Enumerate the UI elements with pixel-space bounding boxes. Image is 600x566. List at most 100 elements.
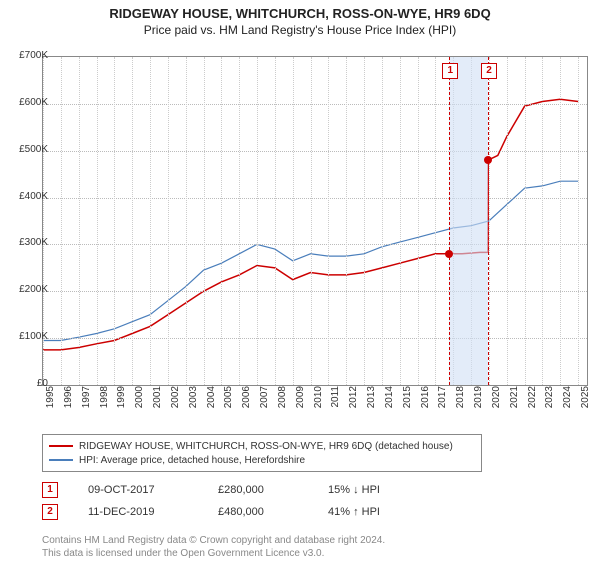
- x-axis-label: 2003: [188, 386, 199, 416]
- gridline-v: [364, 57, 365, 385]
- marker-band: [449, 57, 488, 385]
- chart-title: RIDGEWAY HOUSE, WHITCHURCH, ROSS-ON-WYE,…: [0, 6, 600, 21]
- transaction-date: 11-DEC-2019: [88, 506, 188, 518]
- gridline-v: [328, 57, 329, 385]
- gridline-v: [61, 57, 62, 385]
- x-axis-label: 2018: [455, 386, 466, 416]
- legend-swatch: [49, 459, 73, 461]
- y-axis-label: £100K: [8, 331, 48, 342]
- gridline-v: [346, 57, 347, 385]
- y-axis-label: £200K: [8, 284, 48, 295]
- gridline-v: [204, 57, 205, 385]
- x-axis-label: 2002: [170, 386, 181, 416]
- transaction-row: 2 11-DEC-2019 £480,000 41% ↑ HPI: [42, 504, 588, 520]
- gridline-v: [578, 57, 579, 385]
- gridline-v: [400, 57, 401, 385]
- x-axis-label: 2024: [562, 386, 573, 416]
- x-axis-label: 2017: [437, 386, 448, 416]
- legend-swatch: [49, 445, 73, 447]
- gridline-v: [150, 57, 151, 385]
- transaction-date: 09-OCT-2017: [88, 484, 188, 496]
- price-point: [484, 156, 492, 164]
- x-axis-label: 2012: [348, 386, 359, 416]
- transaction-price: £280,000: [218, 484, 298, 496]
- legend-item: RIDGEWAY HOUSE, WHITCHURCH, ROSS-ON-WYE,…: [49, 439, 475, 453]
- x-axis-label: 2013: [366, 386, 377, 416]
- transaction-row: 1 09-OCT-2017 £280,000 15% ↓ HPI: [42, 482, 588, 498]
- transaction-delta: 41% ↑ HPI: [328, 506, 380, 518]
- gridline-h: [43, 291, 587, 292]
- gridline-v: [132, 57, 133, 385]
- gridline-v: [293, 57, 294, 385]
- x-axis-label: 2005: [223, 386, 234, 416]
- gridline-v: [239, 57, 240, 385]
- arrow-icon: ↓: [353, 484, 359, 496]
- x-axis-label: 2016: [420, 386, 431, 416]
- gridline-v: [97, 57, 98, 385]
- gridline-v: [168, 57, 169, 385]
- x-axis-label: 2019: [473, 386, 484, 416]
- transaction-marker: 2: [42, 504, 58, 520]
- legend-box: RIDGEWAY HOUSE, WHITCHURCH, ROSS-ON-WYE,…: [42, 434, 482, 472]
- gridline-v: [418, 57, 419, 385]
- marker-line: [488, 57, 489, 385]
- gridline-h: [43, 104, 587, 105]
- y-axis-label: £600K: [8, 97, 48, 108]
- x-axis-label: 2006: [241, 386, 252, 416]
- gridline-v: [489, 57, 490, 385]
- transaction-marker: 1: [42, 482, 58, 498]
- y-axis-label: £700K: [8, 50, 48, 61]
- legend-item: HPI: Average price, detached house, Here…: [49, 453, 475, 467]
- gridline-v: [435, 57, 436, 385]
- x-axis-label: 2007: [259, 386, 270, 416]
- x-axis-label: 2004: [206, 386, 217, 416]
- chart-subtitle: Price paid vs. HM Land Registry's House …: [0, 23, 600, 37]
- gridline-v: [525, 57, 526, 385]
- chart-container: RIDGEWAY HOUSE, WHITCHURCH, ROSS-ON-WYE,…: [0, 6, 600, 566]
- y-axis-label: £400K: [8, 191, 48, 202]
- legend-label: RIDGEWAY HOUSE, WHITCHURCH, ROSS-ON-WYE,…: [79, 441, 453, 452]
- gridline-v: [221, 57, 222, 385]
- x-axis-label: 2008: [277, 386, 288, 416]
- price-point: [445, 250, 453, 258]
- x-axis-label: 2023: [544, 386, 555, 416]
- transaction-delta: 15% ↓ HPI: [328, 484, 380, 496]
- gridline-v: [507, 57, 508, 385]
- x-axis-label: 2021: [509, 386, 520, 416]
- y-axis-label: £0: [8, 378, 48, 389]
- y-axis-label: £300K: [8, 237, 48, 248]
- x-axis-label: 2022: [527, 386, 538, 416]
- x-axis-label: 1996: [63, 386, 74, 416]
- gridline-h: [43, 244, 587, 245]
- gridline-v: [382, 57, 383, 385]
- gridline-v: [560, 57, 561, 385]
- gridline-h: [43, 151, 587, 152]
- gridline-v: [542, 57, 543, 385]
- plot-area: 12: [42, 56, 588, 386]
- gridline-v: [257, 57, 258, 385]
- x-axis-label: 1995: [45, 386, 56, 416]
- arrow-icon: ↑: [353, 506, 359, 518]
- gridline-v: [186, 57, 187, 385]
- x-axis-label: 1999: [116, 386, 127, 416]
- gridline-v: [311, 57, 312, 385]
- x-axis-label: 2010: [313, 386, 324, 416]
- marker-line: [449, 57, 450, 385]
- footer-attribution: Contains HM Land Registry data © Crown c…: [42, 534, 385, 560]
- x-axis-label: 2000: [134, 386, 145, 416]
- y-axis-label: £500K: [8, 144, 48, 155]
- transaction-price: £480,000: [218, 506, 298, 518]
- x-axis-label: 2014: [384, 386, 395, 416]
- footer-line2: This data is licensed under the Open Gov…: [42, 547, 385, 560]
- gridline-v: [79, 57, 80, 385]
- chart-svg: [43, 57, 587, 385]
- marker-flag: 2: [481, 63, 497, 79]
- gridline-v: [275, 57, 276, 385]
- x-axis-label: 2015: [402, 386, 413, 416]
- gridline-h: [43, 198, 587, 199]
- legend-label: HPI: Average price, detached house, Here…: [79, 455, 305, 466]
- x-axis-label: 2001: [152, 386, 163, 416]
- marker-flag: 1: [442, 63, 458, 79]
- footer-line1: Contains HM Land Registry data © Crown c…: [42, 534, 385, 547]
- x-axis-label: 2009: [295, 386, 306, 416]
